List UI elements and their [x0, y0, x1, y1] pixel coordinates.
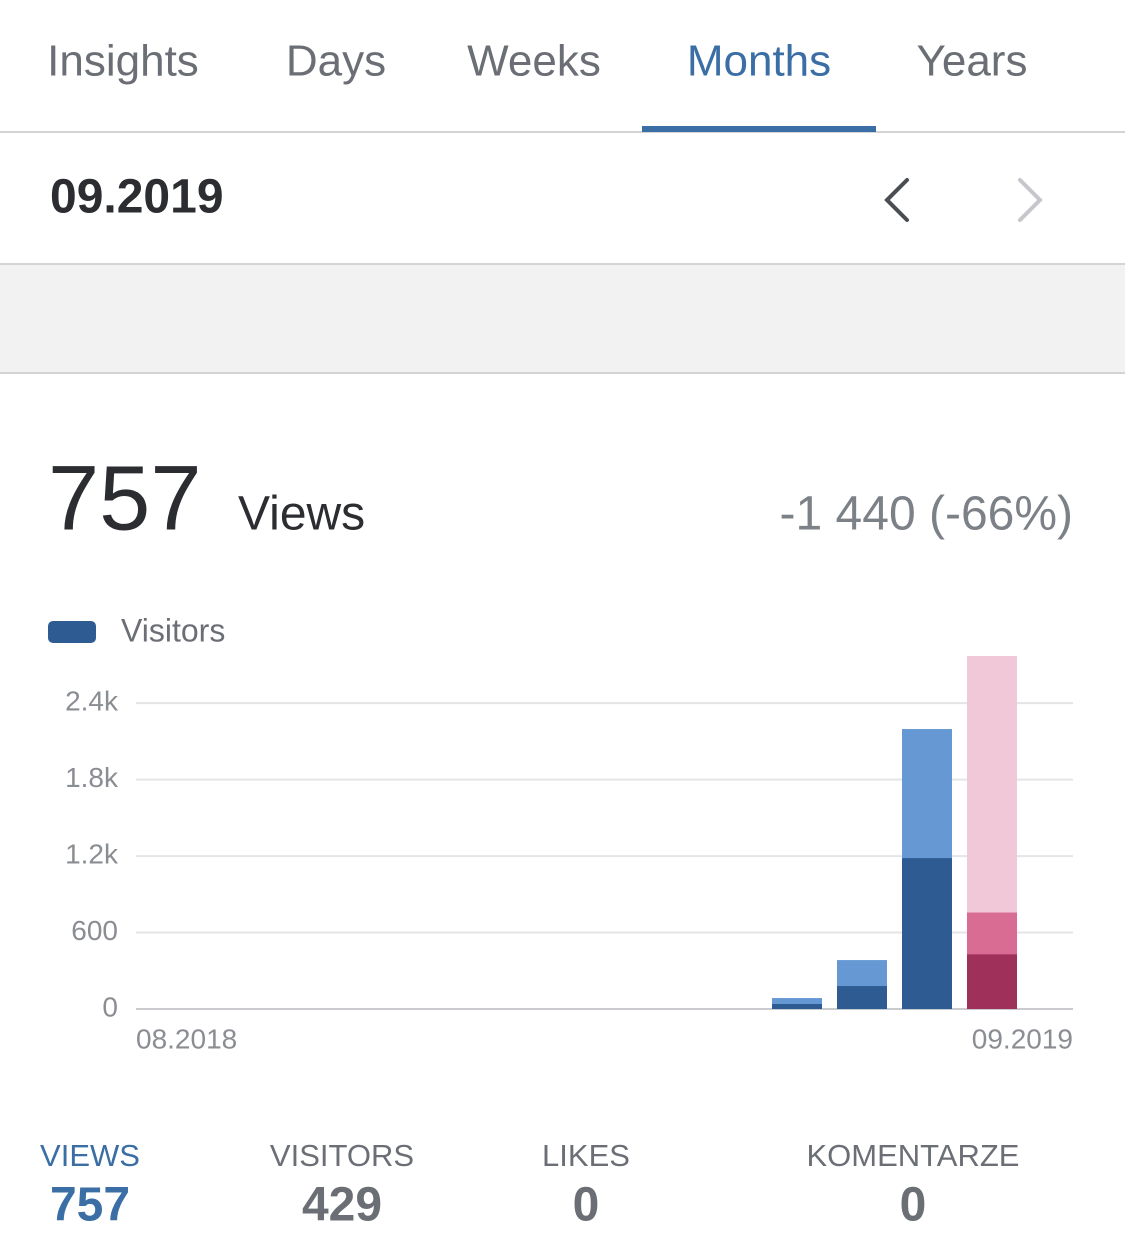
tab[interactable]: Weeks: [467, 37, 601, 86]
summary-change: -1 440 (-66%): [780, 488, 1073, 541]
legend-label: Visitors: [121, 612, 225, 648]
tab-indicator: [642, 126, 876, 132]
summary-label: Views: [238, 488, 365, 541]
bar[interactable]: [967, 954, 1017, 1009]
tab[interactable]: Insights: [47, 37, 199, 86]
y-tick-label: 2.4k: [65, 686, 119, 717]
y-tick-label: 1.2k: [65, 838, 119, 869]
stat-label[interactable]: KOMENTARZE: [807, 1138, 1020, 1173]
y-tick-label: 0: [102, 991, 118, 1022]
stat-label[interactable]: LIKES: [542, 1138, 630, 1173]
legend-swatch: [48, 621, 96, 643]
period-label: 09.2019: [50, 171, 224, 224]
bar[interactable]: [902, 858, 952, 1009]
next-button[interactable]: [1018, 178, 1043, 222]
tab[interactable]: Years: [917, 37, 1028, 86]
x-tick-label: 09.2019: [972, 1023, 1073, 1054]
bar[interactable]: [837, 986, 887, 1009]
stat-label[interactable]: VIEWS: [40, 1138, 140, 1173]
stat-value[interactable]: 429: [302, 1179, 382, 1232]
tab[interactable]: Days: [286, 37, 386, 86]
stat-value[interactable]: 757: [50, 1179, 130, 1232]
y-tick-label: 1.8k: [65, 762, 119, 793]
stat-value[interactable]: 0: [573, 1179, 600, 1232]
stat-value[interactable]: 0: [900, 1179, 927, 1232]
spacer: [0, 264, 1125, 373]
stat-label[interactable]: VISITORS: [270, 1138, 414, 1173]
summary-value: 757: [48, 447, 202, 549]
y-tick-label: 600: [71, 915, 118, 946]
bar[interactable]: [772, 998, 822, 1009]
x-tick-label: 08.2018: [136, 1023, 237, 1054]
bar[interactable]: [772, 1004, 822, 1009]
tab[interactable]: Months: [687, 37, 831, 86]
prev-button[interactable]: [884, 178, 909, 222]
